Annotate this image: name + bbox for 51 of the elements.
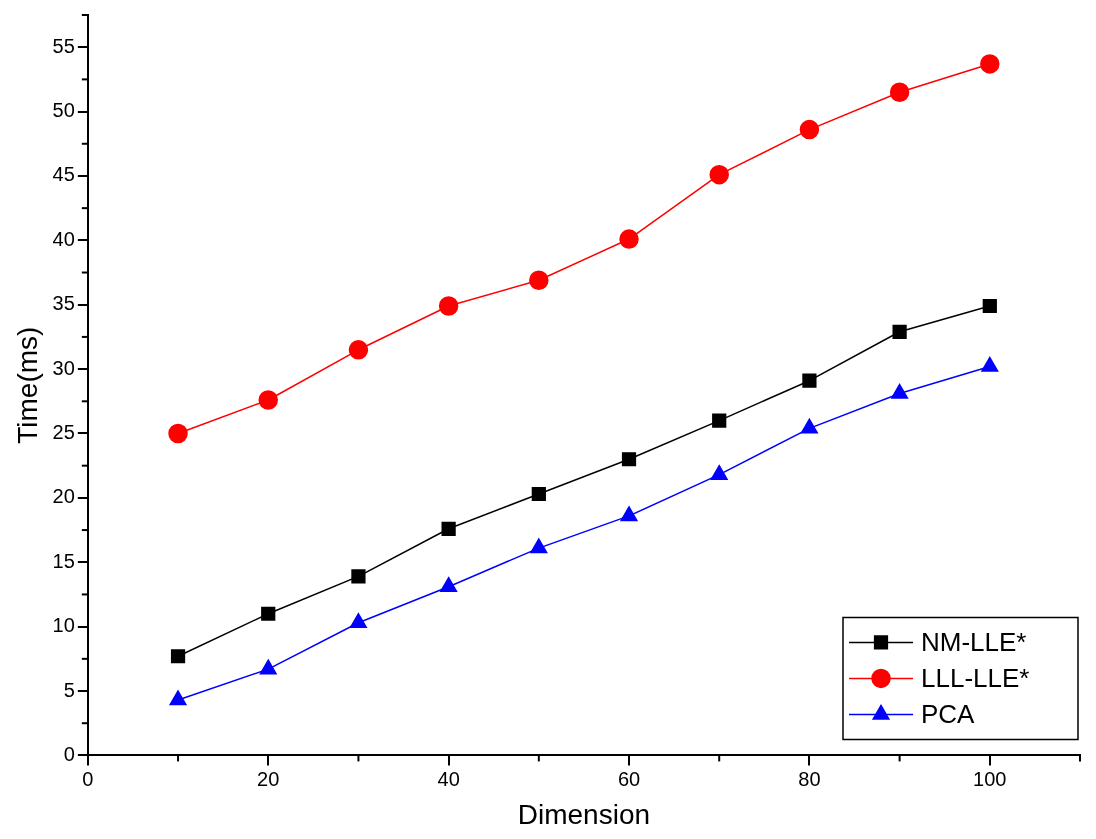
x-tick-label: 60 bbox=[617, 767, 641, 790]
point bbox=[441, 521, 456, 536]
point bbox=[349, 613, 367, 629]
x-axis-title: Dimension bbox=[517, 798, 651, 830]
x-tick-label: 0 bbox=[82, 767, 94, 790]
x-tick-label: 20 bbox=[257, 767, 280, 790]
y-tick-label: 45 bbox=[52, 163, 75, 186]
y-tick-label: 5 bbox=[63, 678, 75, 701]
point bbox=[529, 270, 549, 291]
y-axis-title: Time(ms) bbox=[11, 326, 43, 444]
y-tick-label: 50 bbox=[52, 99, 75, 122]
point bbox=[982, 298, 997, 314]
y-tick-label: 20 bbox=[52, 485, 75, 508]
point bbox=[800, 418, 818, 434]
y-tick-label: 0 bbox=[63, 742, 75, 765]
point bbox=[620, 506, 638, 522]
point bbox=[980, 54, 1000, 74]
point bbox=[261, 606, 276, 621]
x-tick-label: 40 bbox=[437, 767, 460, 790]
y-tick-label: 30 bbox=[52, 356, 75, 379]
y-tick-label: 25 bbox=[52, 421, 75, 443]
point bbox=[258, 390, 278, 410]
point bbox=[438, 296, 459, 316]
point bbox=[892, 324, 907, 339]
point bbox=[709, 164, 729, 185]
point bbox=[710, 464, 728, 480]
legend-label: NM-LLE* bbox=[921, 626, 1027, 657]
point bbox=[799, 119, 820, 140]
point bbox=[168, 423, 188, 444]
y-tick-label: 15 bbox=[52, 549, 75, 572]
point bbox=[619, 229, 639, 249]
point bbox=[802, 373, 817, 388]
legend-label: PCA bbox=[921, 698, 976, 729]
x-tick-label: 80 bbox=[798, 767, 821, 790]
point bbox=[259, 659, 277, 675]
point bbox=[889, 82, 910, 103]
legend-label: LLL-LLE* bbox=[921, 662, 1030, 693]
point bbox=[348, 340, 369, 360]
point bbox=[530, 538, 548, 554]
point bbox=[169, 690, 187, 706]
point bbox=[621, 452, 637, 467]
y-tick-label: 10 bbox=[52, 614, 75, 637]
point bbox=[531, 486, 546, 502]
point bbox=[170, 649, 186, 664]
y-tick-label: 55 bbox=[52, 34, 75, 57]
point bbox=[712, 413, 727, 428]
point bbox=[351, 569, 366, 584]
point bbox=[440, 576, 458, 592]
y-tick-label: 40 bbox=[52, 227, 75, 250]
x-tick-label: 100 bbox=[973, 767, 1007, 790]
y-tick-label: 35 bbox=[52, 292, 75, 315]
